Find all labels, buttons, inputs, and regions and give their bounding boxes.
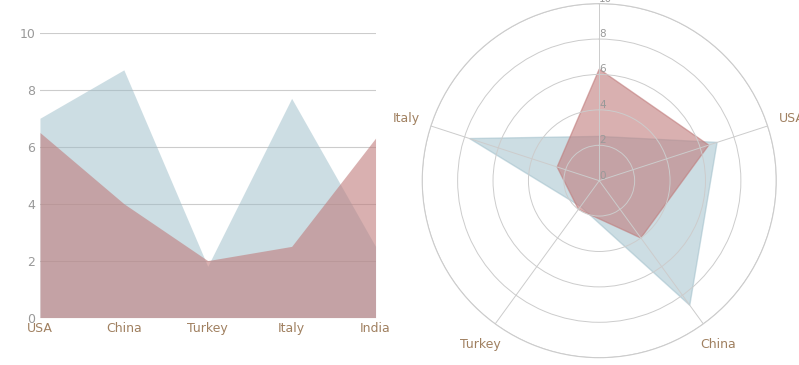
Polygon shape (557, 69, 709, 238)
Polygon shape (470, 137, 718, 305)
